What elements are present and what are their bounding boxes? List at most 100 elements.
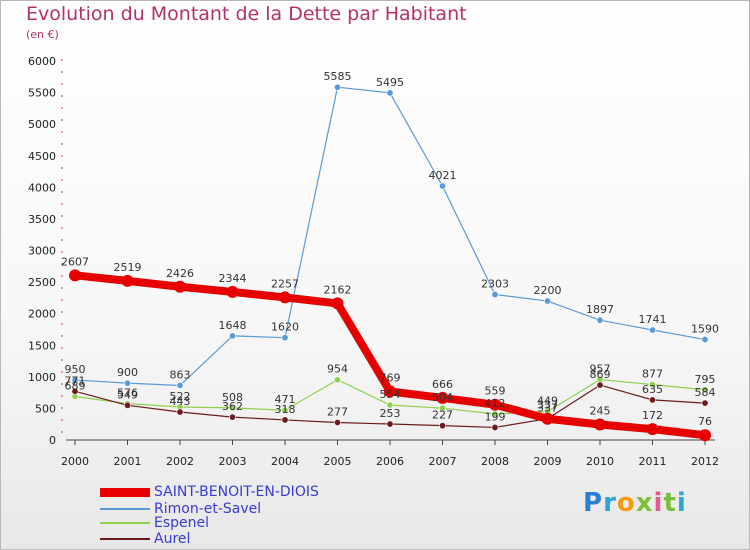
logo-letter: t <box>663 488 677 518</box>
data-label: 689 <box>65 379 86 392</box>
data-label: 795 <box>695 373 716 386</box>
x-tick-label: 2004 <box>271 455 299 468</box>
data-label: 549 <box>117 388 138 401</box>
data-label: 1897 <box>586 303 614 316</box>
y-tick-label: 4500 <box>28 150 56 163</box>
y-tick-label: 3000 <box>28 245 56 258</box>
data-point <box>384 385 396 398</box>
data-point <box>386 420 394 428</box>
legend-swatch <box>100 487 150 497</box>
x-tick-label: 2012 <box>691 455 719 468</box>
data-label: 1648 <box>219 319 247 332</box>
data-point <box>646 423 659 436</box>
data-label: 253 <box>380 407 401 420</box>
data-point <box>438 422 446 430</box>
logo-letter: o <box>616 488 636 518</box>
data-label: 554 <box>380 388 401 401</box>
y-tick-label: 5500 <box>28 87 56 100</box>
data-label: 4021 <box>429 169 457 182</box>
y-tick-label: 2000 <box>28 308 56 321</box>
logo-letter: x <box>635 488 654 518</box>
x-tick-label: 2009 <box>534 455 562 468</box>
data-point <box>386 89 394 97</box>
y-tick-label: 1500 <box>28 339 56 352</box>
data-point <box>699 429 711 442</box>
x-tick-label: 2001 <box>114 455 142 468</box>
chart-title: Evolution du Montant de la Dette par Hab… <box>26 3 467 25</box>
data-label: 337 <box>537 399 558 412</box>
proxiti-logo: Proxiti <box>583 488 687 518</box>
data-point <box>333 83 341 91</box>
data-label: 443 <box>170 395 191 408</box>
data-point <box>543 297 551 305</box>
legend-label: Espenel <box>154 515 210 531</box>
data-label: 950 <box>65 363 86 376</box>
data-point <box>176 408 184 416</box>
data-label: 1741 <box>639 313 667 326</box>
legend-label: SAINT-BENOIT-EN-DIOIS <box>154 484 319 500</box>
y-tick-label: 1000 <box>28 371 56 384</box>
data-label: 877 <box>642 368 663 381</box>
data-label: 504 <box>432 391 453 404</box>
data-label: 771 <box>65 374 86 387</box>
data-label: 449 <box>537 395 558 408</box>
data-label: 2162 <box>324 283 352 296</box>
x-tick-label: 2006 <box>376 455 404 468</box>
data-label: 576 <box>117 387 138 400</box>
data-label: 5585 <box>324 70 352 83</box>
data-point <box>491 423 499 431</box>
data-point <box>489 398 501 411</box>
chart-subtitle: (en €) <box>26 28 59 41</box>
y-tick-label: 0 <box>49 434 56 447</box>
data-label: 957 <box>590 363 611 376</box>
data-label: 2519 <box>114 261 142 274</box>
data-point <box>436 391 449 404</box>
data-label: 522 <box>170 390 191 403</box>
logo-letter: r <box>603 488 617 518</box>
y-tick-label: 4000 <box>28 181 56 194</box>
data-point <box>281 334 289 342</box>
data-label: 1590 <box>691 323 719 336</box>
data-label: 863 <box>170 368 191 381</box>
x-tick-label: 2011 <box>639 455 667 468</box>
data-label: 666 <box>432 378 453 391</box>
y-tick-label: 6000 <box>28 55 56 68</box>
data-label: 5495 <box>376 76 404 89</box>
data-point <box>596 316 604 324</box>
x-tick-label: 2007 <box>429 455 457 468</box>
data-point <box>648 326 656 334</box>
data-label: 412 <box>485 397 506 410</box>
y-tick-label: 2500 <box>28 276 56 289</box>
legend-label: Rimon-et-Savel <box>154 501 262 517</box>
data-label: 2257 <box>271 277 299 290</box>
data-label: 584 <box>695 386 716 399</box>
data-label: 769 <box>380 371 401 384</box>
logo-letter: i <box>653 488 664 518</box>
data-label: 2344 <box>219 272 247 285</box>
data-point <box>279 291 291 304</box>
data-label: 172 <box>642 409 663 422</box>
data-point <box>121 274 134 287</box>
data-label: 76 <box>698 415 712 428</box>
data-point <box>438 182 446 190</box>
data-label: 2200 <box>534 284 562 297</box>
y-tick-label: 3500 <box>28 213 56 226</box>
x-tick-label: 2000 <box>61 455 89 468</box>
data-point <box>594 418 606 431</box>
data-point <box>176 381 184 389</box>
legend-swatch <box>100 508 150 510</box>
legend-label: Aurel <box>154 531 191 547</box>
data-point <box>229 332 237 340</box>
data-label: 362 <box>222 400 243 413</box>
data-point <box>229 404 237 412</box>
data-point <box>701 336 709 344</box>
data-point <box>333 376 341 384</box>
data-label: 227 <box>432 409 453 422</box>
legend-swatch <box>100 522 150 524</box>
data-label: 2607 <box>61 255 89 268</box>
x-tick-label: 2008 <box>481 455 509 468</box>
y-tick-label: 500 <box>35 402 56 415</box>
data-point <box>648 381 656 389</box>
data-label: 337 <box>537 402 558 415</box>
